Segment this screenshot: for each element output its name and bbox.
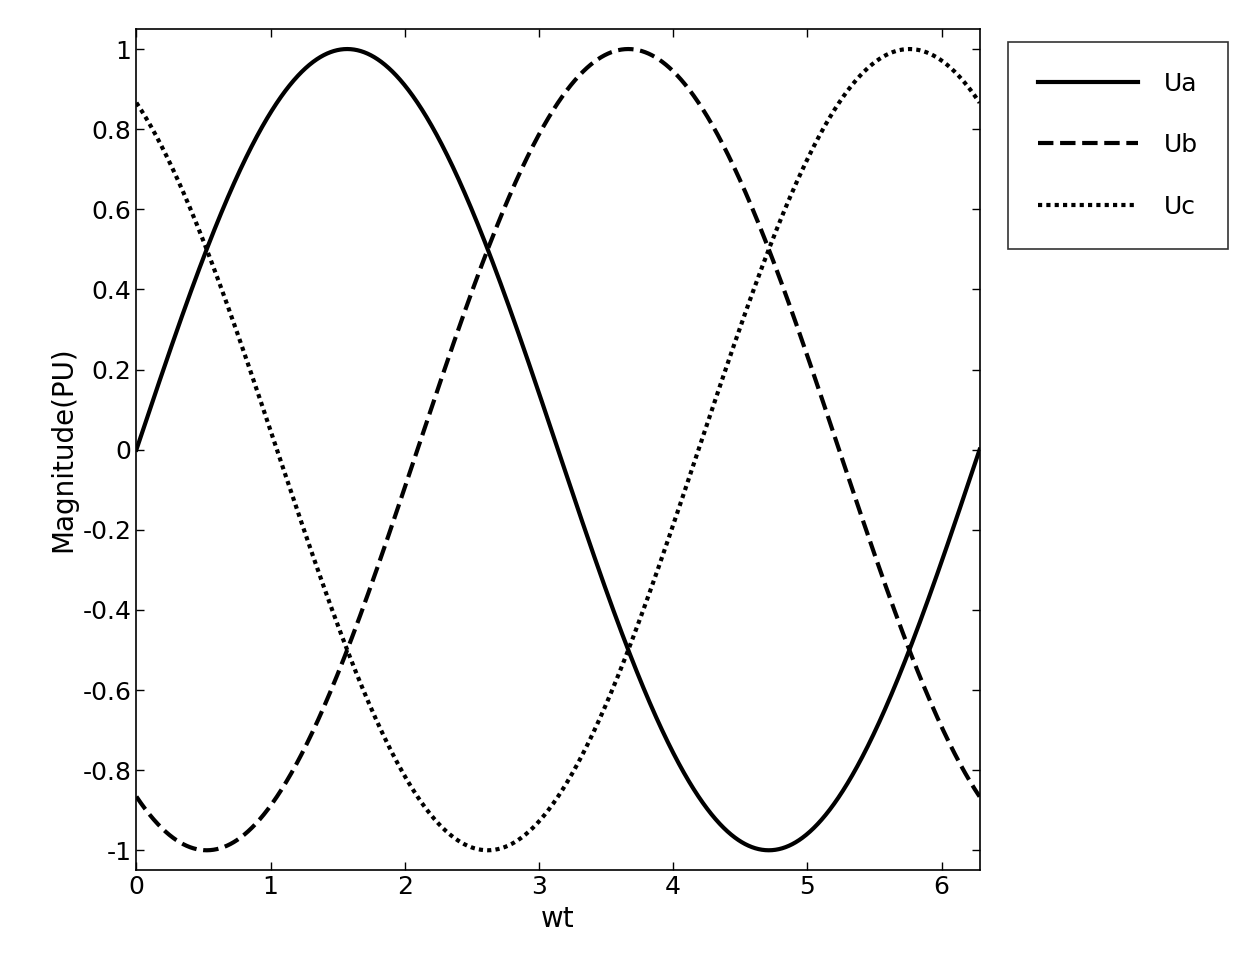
X-axis label: wt: wt [541, 905, 575, 933]
Ua [794, 833, 808, 844]
Ub [172, 836, 187, 848]
Ua [340, 44, 355, 55]
Ub [200, 844, 215, 856]
Ua [517, 345, 532, 357]
Line: Uc: Uc [136, 49, 980, 850]
Ub [972, 791, 987, 803]
Ua [539, 411, 554, 423]
Legend: Ua, Ub, Uc: Ua, Ub, Uc [1008, 42, 1228, 249]
Ua [949, 514, 963, 526]
Ua [172, 317, 187, 329]
Line: Ub: Ub [136, 49, 980, 850]
Uc [949, 67, 963, 78]
Uc [172, 178, 187, 190]
Uc [129, 97, 144, 108]
Uc [517, 830, 532, 841]
Ub [517, 158, 532, 169]
Uc [480, 844, 495, 856]
Ub [794, 333, 808, 344]
Ua [129, 444, 144, 455]
Ua [949, 515, 963, 527]
Ub [949, 750, 963, 762]
Uc [539, 806, 554, 818]
Ub [949, 749, 963, 761]
Ub [621, 44, 636, 55]
Y-axis label: Magnitude(PU): Magnitude(PU) [50, 347, 77, 552]
Ua [761, 844, 776, 856]
Ub [539, 115, 554, 127]
Line: Ua: Ua [136, 49, 980, 850]
Uc [949, 67, 963, 78]
Uc [972, 97, 987, 108]
Uc [901, 44, 916, 55]
Uc [794, 167, 808, 179]
Ua [972, 444, 987, 455]
Ub [129, 791, 144, 803]
